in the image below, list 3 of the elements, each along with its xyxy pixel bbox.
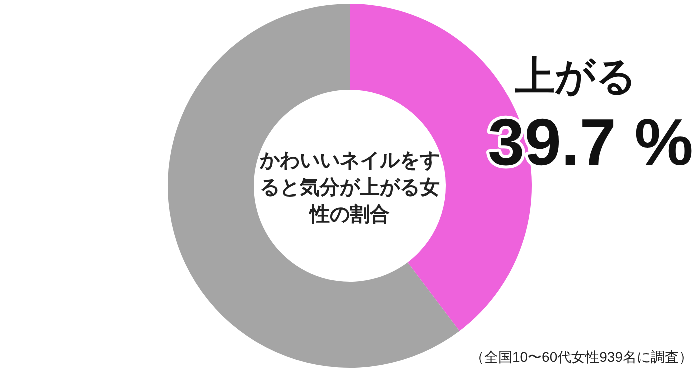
text: （全国10〜60代女性939名に調査） [470, 349, 693, 365]
text: かわいいネイルをすると気分が上がる女性の割合 [259, 150, 440, 226]
slice-label: 上がる [515, 55, 637, 99]
